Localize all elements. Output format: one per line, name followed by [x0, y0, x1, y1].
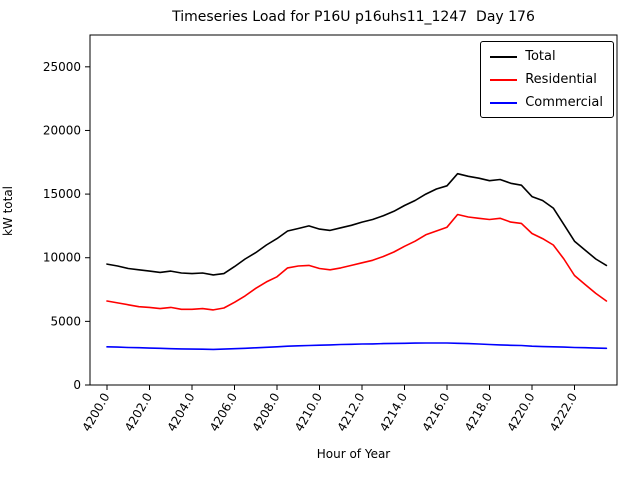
- x-tick-label: 4200.0: [79, 391, 112, 434]
- legend-swatch-commercial-line: [490, 101, 518, 104]
- legend-item-residential: Residential: [490, 72, 603, 87]
- y-tick-label: 25000: [43, 60, 81, 74]
- y-tick-label: 20000: [43, 123, 81, 137]
- x-tick-label: 4216.0: [419, 391, 452, 434]
- x-tick-label: 4206.0: [207, 391, 240, 434]
- y-tick-label: 5000: [50, 314, 81, 328]
- legend-label-total: Total: [525, 49, 556, 64]
- x-tick-label: 4222.0: [547, 391, 580, 434]
- legend-swatch-total-line: [490, 55, 518, 58]
- x-tick-label: 4210.0: [292, 391, 325, 434]
- x-axis-label: Hour of Year: [316, 447, 391, 461]
- legend: Total Residential Commercial: [480, 41, 614, 118]
- x-tick-label: 4202.0: [122, 391, 155, 434]
- legend-label-residential: Residential: [525, 72, 597, 87]
- legend-label-commercial: Commercial: [525, 95, 603, 110]
- axes-box: [89, 34, 618, 386]
- y-tick-label: 0: [73, 378, 81, 392]
- y-axis-ticks: 0 5000 10000 15000 20000 25000: [43, 60, 90, 392]
- x-tick-label: 4214.0: [377, 391, 410, 434]
- line-commercial: [106, 342, 608, 351]
- line-residential: [106, 213, 608, 311]
- x-tick-label: 4208.0: [249, 391, 282, 434]
- line-total: [106, 172, 608, 276]
- legend-swatch-residential-line: [490, 78, 518, 81]
- legend-item-total: Total: [490, 49, 603, 64]
- x-tick-label: 4212.0: [334, 391, 367, 434]
- x-axis-ticks: 4200.0 4202.0 4204.0 4206.0 4208.0 4210.0 4212…: [79, 385, 580, 434]
- chart-title: Timeseries Load for P16U p16uhs11_1247 D…: [172, 9, 535, 25]
- legend-item-commercial: Commercial: [490, 95, 603, 110]
- y-tick-label: 10000: [43, 251, 81, 265]
- x-tick-label: 4218.0: [462, 391, 495, 434]
- series-lines: [106, 172, 608, 351]
- y-tick-label: 15000: [43, 187, 81, 201]
- x-tick-label: 4220.0: [504, 391, 537, 434]
- x-tick-label: 4204.0: [164, 391, 197, 434]
